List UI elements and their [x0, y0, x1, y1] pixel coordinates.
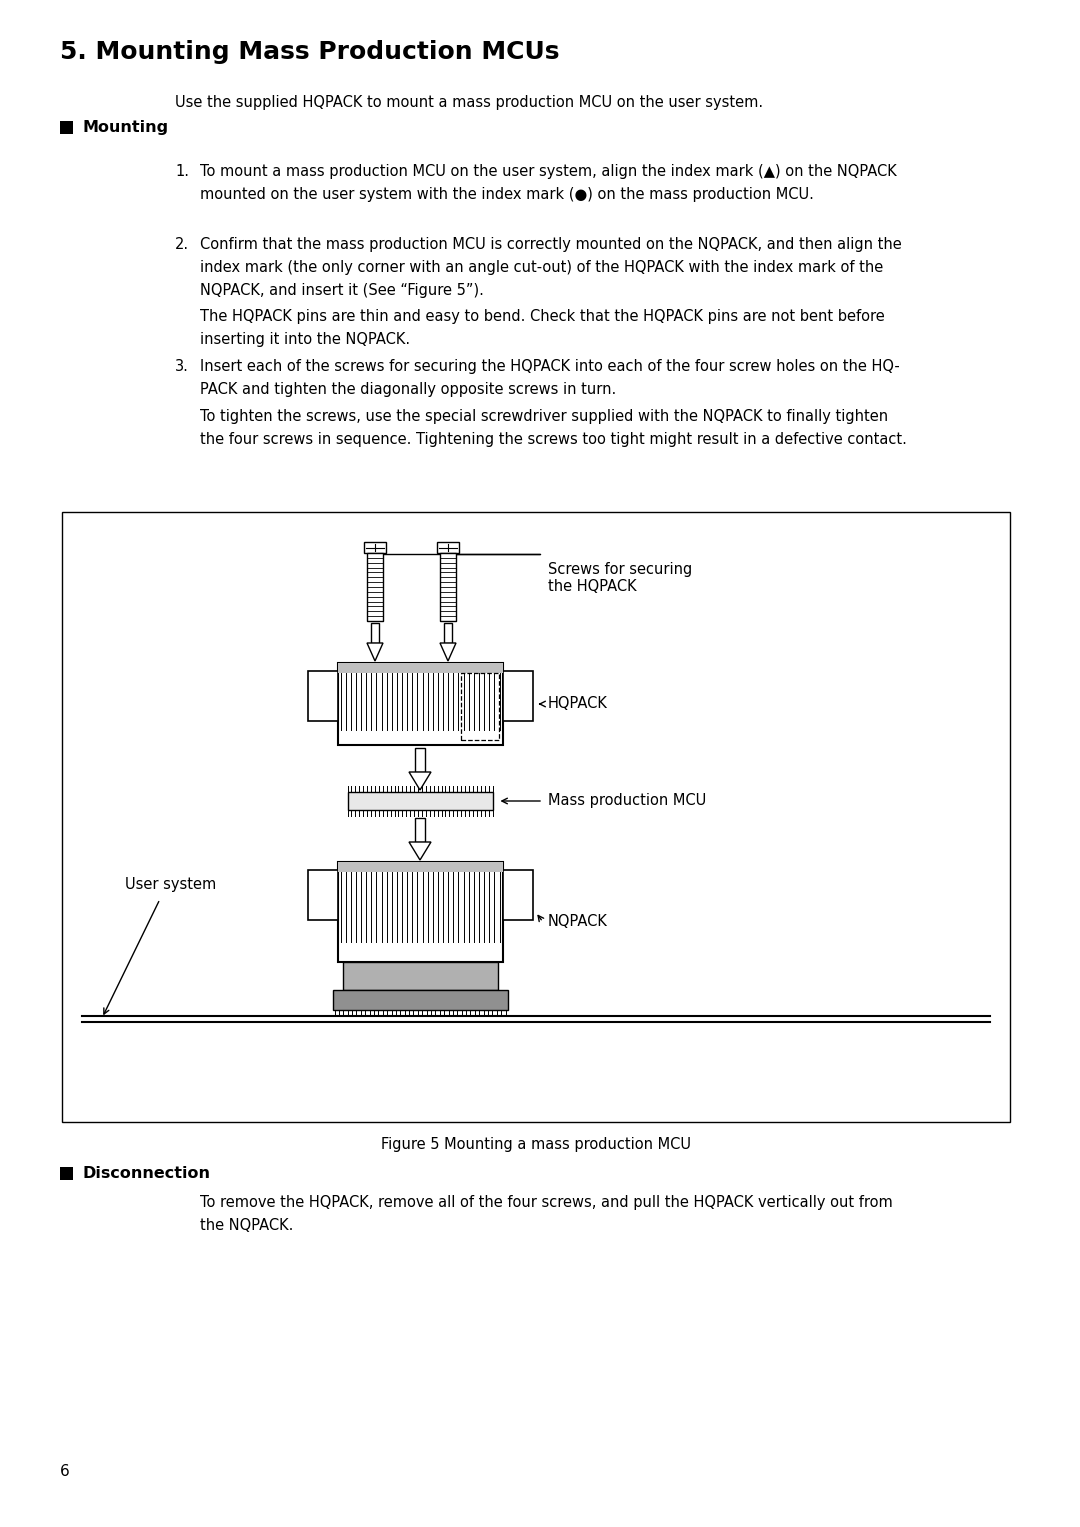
Text: Disconnection: Disconnection [82, 1167, 210, 1180]
Bar [308, 670, 337, 721]
Bar [62, 512, 1010, 1122]
Text: The HQPACK pins are thin and easy to bend. Check that the HQPACK pins are not be: The HQPACK pins are thin and easy to ben… [200, 308, 885, 347]
Bar [342, 962, 498, 989]
Text: 3.: 3. [175, 359, 189, 374]
Text: Mounting: Mounting [82, 121, 168, 134]
Text: 6: 6 [60, 1464, 70, 1480]
Bar [337, 863, 502, 872]
Bar [502, 870, 532, 919]
Polygon shape [440, 643, 456, 661]
Bar [460, 673, 499, 741]
Text: 2.: 2. [175, 237, 189, 252]
Bar [60, 121, 73, 134]
Polygon shape [409, 841, 431, 860]
Text: User system: User system [125, 876, 216, 892]
Bar [308, 870, 337, 919]
Bar [372, 623, 379, 643]
Text: HQPACK: HQPACK [548, 696, 608, 712]
Text: Use the supplied HQPACK to mount a mass production MCU on the user system.: Use the supplied HQPACK to mount a mass … [175, 95, 764, 110]
Text: Figure 5 Mounting a mass production MCU: Figure 5 Mounting a mass production MCU [381, 1138, 691, 1151]
Bar [337, 663, 502, 745]
Bar [437, 542, 459, 553]
Bar [415, 748, 426, 773]
Text: Mass production MCU: Mass production MCU [548, 794, 706, 808]
Text: Insert each of the screws for securing the HQPACK into each of the four screw ho: Insert each of the screws for securing t… [200, 359, 900, 397]
Bar [333, 989, 508, 1009]
Polygon shape [409, 773, 431, 789]
Text: To remove the HQPACK, remove all of the four screws, and pull the HQPACK vertica: To remove the HQPACK, remove all of the … [200, 1196, 893, 1232]
Text: To tighten the screws, use the special screwdriver supplied with the NQPACK to f: To tighten the screws, use the special s… [200, 409, 907, 447]
Bar [415, 818, 426, 841]
Bar [367, 553, 383, 621]
Text: NQPACK: NQPACK [548, 915, 608, 930]
Polygon shape [367, 643, 383, 661]
Text: To mount a mass production MCU on the user system, align the index mark (▲) on t: To mount a mass production MCU on the us… [200, 163, 896, 202]
Bar [337, 663, 502, 673]
Bar [440, 553, 456, 621]
Text: 5. Mounting Mass Production MCUs: 5. Mounting Mass Production MCUs [60, 40, 559, 64]
Bar [348, 793, 492, 809]
Text: 1.: 1. [175, 163, 189, 179]
Bar [444, 623, 453, 643]
Text: Screws for securing
the HQPACK: Screws for securing the HQPACK [548, 562, 692, 594]
Bar [502, 670, 532, 721]
Bar [60, 1167, 73, 1180]
Bar [364, 542, 386, 553]
Text: Confirm that the mass production MCU is correctly mounted on the NQPACK, and the: Confirm that the mass production MCU is … [200, 237, 902, 298]
Bar [337, 863, 502, 962]
